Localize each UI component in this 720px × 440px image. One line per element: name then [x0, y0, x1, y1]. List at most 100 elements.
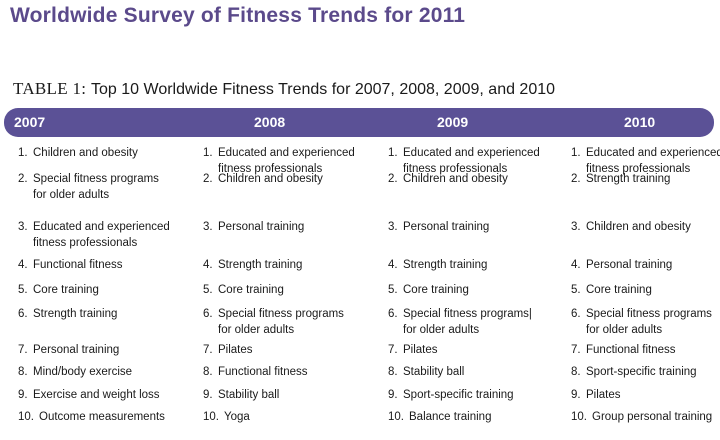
trend-text-line: Strength training	[218, 259, 303, 271]
trend-text-line: Educated and experienced	[586, 147, 720, 159]
trend-item-2009-8: 8. Stability ball	[388, 365, 464, 380]
trend-item-2007-7: 7. Personal training	[18, 343, 119, 358]
trend-item-2009-6: 6. Special fitness programs| for older adu…	[388, 307, 532, 338]
trend-text-line: Sport-specific training	[403, 389, 514, 401]
table-caption-text: Top 10 Worldwide Fitness Trends for 2007…	[91, 81, 556, 98]
trend-text-line: Functional fitness	[218, 366, 308, 378]
trend-rank: 4.	[203, 259, 213, 271]
trend-rank: 9.	[388, 389, 398, 401]
trend-text-line: fitness professionals	[33, 237, 138, 249]
trend-text: Strength training	[218, 258, 302, 273]
trend-item-2010-1: 1. Educated and experienced fitness profes…	[571, 146, 720, 177]
trend-item-2010-3: 3. Children and obesity	[571, 220, 691, 235]
trend-rank: 7.	[203, 344, 213, 356]
trend-text-line: fitness professionals	[403, 163, 508, 175]
trend-rank: 6.	[18, 308, 28, 320]
trend-text: Stability ball	[403, 365, 464, 380]
trend-rank: 1.	[388, 147, 398, 159]
trend-rank: 10.	[571, 411, 587, 423]
trend-rank: 7.	[388, 344, 398, 356]
trend-text: Educated and experienced fitness professi…	[586, 146, 720, 177]
column-header-2009: 2009	[437, 114, 469, 130]
trend-text-line: Stability ball	[403, 366, 465, 378]
trend-text: Pilates	[586, 388, 621, 403]
trend-text-line: Educated and experienced	[218, 147, 355, 159]
trend-text-line: Yoga	[224, 411, 250, 423]
trend-text-line: Children and obesity	[218, 173, 323, 185]
trend-text-line: Balance training	[409, 411, 492, 423]
trend-text-line: Children and obesity	[403, 173, 508, 185]
trend-text-line: Outcome measurements	[39, 411, 165, 423]
trend-text-line: Strength training	[33, 308, 118, 320]
trend-text: Educated and experienced fitness professi…	[218, 146, 355, 177]
trend-text: Strength training	[33, 307, 117, 322]
trend-text: Group personal training	[592, 410, 712, 425]
trend-text-line: Personal training	[33, 344, 120, 356]
trend-text-line: fitness professionals	[218, 163, 323, 175]
trend-rank: 6.	[388, 308, 398, 320]
trend-rank: 8.	[18, 366, 28, 378]
trend-text: Balance training	[409, 410, 491, 425]
trend-text-line: Group personal training	[592, 411, 713, 423]
document-title: Worldwide Survey of Fitness Trends for 2…	[10, 4, 466, 27]
trend-rank: 6.	[203, 308, 213, 320]
trend-rank: 2.	[388, 173, 398, 185]
trend-item-2009-7: 7. Pilates	[388, 343, 438, 358]
trend-text-line: for older adults	[403, 324, 480, 336]
trend-rank: 10.	[18, 411, 34, 423]
trend-text: Stability ball	[218, 388, 279, 403]
trend-rank: 1.	[203, 147, 213, 159]
column-header-2010: 2010	[624, 114, 656, 130]
trend-text-line: Strength training	[586, 173, 671, 185]
trend-text: Pilates	[218, 343, 253, 358]
trend-text: Sport-specific training	[586, 365, 697, 380]
trend-text: Children and obesity	[33, 146, 138, 161]
trend-rank: 10.	[388, 411, 404, 423]
trend-rank: 1.	[18, 147, 28, 159]
trend-text: Core training	[403, 283, 469, 298]
trend-rank: 2.	[18, 173, 28, 185]
trend-text: Children and obesity	[403, 172, 508, 187]
trend-text-line: Personal training	[586, 259, 673, 271]
trend-item-2009-3: 3. Personal training	[388, 220, 489, 235]
trend-rank: 5.	[18, 284, 28, 296]
trend-item-2009-9: 9. Sport-specific training	[388, 388, 514, 403]
trend-rank: 3.	[18, 221, 28, 233]
trend-text: Strength training	[403, 258, 487, 273]
trend-item-2010-6: 6. Special fitness programs for older adul…	[571, 307, 712, 338]
column-header-2008: 2008	[254, 114, 286, 130]
trend-rank: 8.	[571, 366, 581, 378]
trend-rank: 3.	[388, 221, 398, 233]
trend-item-2008-8: 8. Functional fitness	[203, 365, 308, 380]
trend-text: Functional fitness	[218, 365, 308, 380]
trend-text-line: Exercise and weight loss	[33, 389, 160, 401]
trend-item-2008-7: 7. Pilates	[203, 343, 253, 358]
trend-text-line: Pilates	[218, 344, 253, 356]
trend-text-line: Core training	[586, 284, 652, 296]
trend-rank: 4.	[388, 259, 398, 271]
trend-item-2008-10: 10. Yoga	[203, 410, 250, 425]
trend-text-line: Core training	[403, 284, 469, 296]
trend-rank: 9.	[18, 389, 28, 401]
trend-rank: 6.	[571, 308, 581, 320]
trend-text: Personal training	[33, 343, 119, 358]
trend-text: Strength training	[586, 172, 670, 187]
trend-text-line: Special fitness programs	[586, 308, 712, 320]
trend-item-2008-6: 6. Special fitness programs for older adul…	[203, 307, 344, 338]
trend-item-2008-2: 2. Children and obesity	[203, 172, 323, 187]
trend-item-2007-6: 6. Strength training	[18, 307, 117, 322]
trend-text: Core training	[586, 283, 652, 298]
trend-text: Personal training	[586, 258, 672, 273]
trend-text: Special fitness programs for older adults	[586, 307, 712, 338]
trend-text: Educated and experienced fitness professi…	[403, 146, 540, 177]
trend-item-2007-5: 5. Core training	[18, 283, 99, 298]
trend-text-line: Functional fitness	[33, 259, 123, 271]
trend-text-line: Educated and experienced	[403, 147, 540, 159]
trend-item-2010-8: 8. Sport-specific training	[571, 365, 697, 380]
trend-text-line: Core training	[33, 284, 99, 296]
trend-rank: 2.	[203, 173, 213, 185]
trend-text: Outcome measurements	[39, 410, 165, 425]
trend-text: Functional fitness	[33, 258, 123, 273]
trend-item-2007-9: 9. Exercise and weight loss	[18, 388, 160, 403]
trend-text-line: Pilates	[403, 344, 438, 356]
